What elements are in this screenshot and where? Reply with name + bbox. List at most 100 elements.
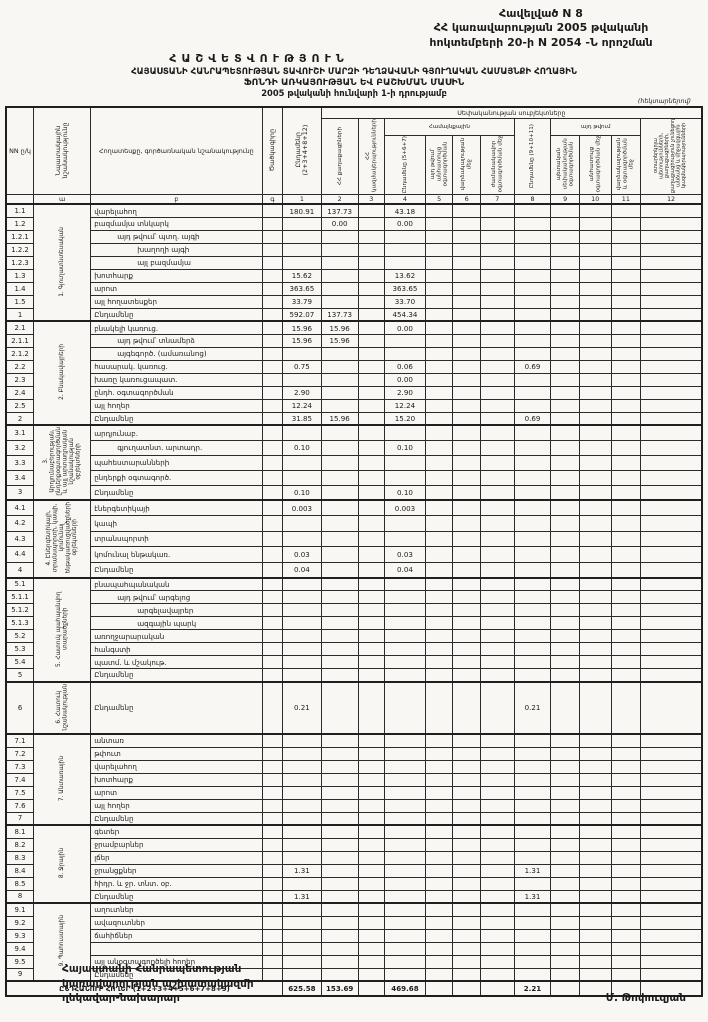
column-letter: 8 [513, 194, 552, 205]
value-cell [282, 576, 322, 592]
row-label: ջրանցքներ [90, 863, 263, 878]
value-cell [578, 515, 612, 532]
value-cell [424, 642, 454, 657]
table-row: 5.1.1 այդ թվում՝ արգելոց [5, 590, 703, 605]
row-num: 7.5 [5, 785, 35, 800]
value-cell [610, 268, 642, 283]
value-cell [610, 398, 642, 413]
value-cell [452, 359, 481, 374]
value-cell [640, 733, 703, 748]
value-cell [578, 616, 612, 631]
value-cell [550, 411, 580, 426]
table-row: 7.1 7. Անտառային անտառ [5, 733, 703, 826]
value-cell [640, 203, 703, 218]
value-cell [452, 515, 481, 532]
value-cell [640, 515, 703, 532]
value-cell [578, 629, 612, 644]
value-cell [479, 798, 515, 813]
value-cell [578, 307, 612, 322]
table-row: 4.3 տրանսպորտի [5, 530, 703, 547]
col-header-state-total: Ընդամենը (9+10+11) [513, 118, 552, 196]
value-cell [550, 372, 580, 387]
table-row: 5 Ընդամենը [5, 668, 703, 683]
row-label: պահեստարանների [90, 454, 263, 471]
value-cell [550, 320, 580, 335]
table-row: 9.2 ավազուտներ [5, 915, 703, 930]
column-letter: 4 [384, 194, 426, 205]
value-cell [578, 850, 612, 865]
value-cell [610, 928, 642, 943]
section-label-text: 7. Անտառային [58, 756, 65, 802]
value-cell [578, 889, 612, 904]
value-cell [513, 824, 552, 839]
value-cell [452, 546, 481, 563]
value-cell [578, 203, 612, 218]
value-cell [424, 411, 454, 426]
value-cell [513, 811, 552, 826]
row-label: խոտհարք [90, 772, 263, 787]
value-cell [578, 928, 612, 943]
value-cell [424, 320, 454, 335]
state-lease-header-text: վարձակալության և օգտագործման մեջ [616, 137, 635, 191]
value-cell: 0.21 [282, 680, 322, 735]
value-cell [513, 576, 552, 592]
value-cell: 180.91 [282, 203, 322, 218]
table-row: 5.4 պատմ. և մշակութ. [5, 655, 703, 670]
value-cell: 592.07 [282, 307, 322, 322]
value-cell [320, 469, 359, 486]
value-cell [384, 642, 426, 657]
value-cell [452, 203, 481, 218]
value-cell [550, 268, 580, 283]
value-cell [452, 469, 481, 486]
value-cell [424, 915, 454, 930]
value-cell [479, 863, 515, 878]
column-letter: ա [33, 194, 92, 205]
value-cell [550, 668, 580, 683]
value-cell [452, 294, 481, 309]
value-cell [384, 469, 426, 486]
code-cell [261, 629, 284, 644]
value-cell [320, 798, 359, 813]
row-num: 4.1 [5, 499, 35, 516]
value-cell [357, 385, 386, 400]
code-cell [261, 928, 284, 943]
value-cell [578, 346, 612, 361]
value-cell [357, 837, 386, 852]
table-row: 9.3 ճահիճներ [5, 928, 703, 943]
table-row: 2.4 ընդհ. օգտագործման 2.90 2.90 [5, 385, 703, 400]
value-cell [513, 424, 552, 441]
value-cell [550, 902, 580, 917]
table-row: 2.1.2 այգեգործ. (ամառանոց) [5, 346, 703, 361]
code-cell [261, 255, 284, 270]
signatory-title-line-1: Հայաստանի Հանրապետության [62, 962, 242, 975]
value-cell [640, 629, 703, 644]
column-letter: 9 [550, 194, 580, 205]
table-row: 2.5 այլ հողեր 12.24 12.24 [5, 398, 703, 413]
value-cell [610, 668, 642, 683]
row-num: 8.2 [5, 837, 35, 852]
section-label: 2. Բնակավայրերի [33, 320, 92, 426]
value-cell [578, 941, 612, 956]
value-cell [479, 469, 515, 486]
value-cell [479, 759, 515, 774]
value-cell: 0.003 [384, 499, 426, 516]
col-header-purpose: Նպատակային նշանակությունը [33, 106, 92, 196]
code-cell [261, 242, 284, 257]
value-cell: 15.96 [320, 411, 359, 426]
value-cell [610, 439, 642, 456]
value-cell [479, 242, 515, 257]
row-label: այդ թվում՝ արգելոց [90, 590, 263, 605]
value-cell [550, 603, 580, 618]
value-cell [513, 216, 552, 231]
value-cell [610, 680, 642, 735]
value-cell [610, 655, 642, 670]
value-cell [479, 424, 515, 441]
value-cell [578, 759, 612, 774]
row-label: խաղողի այգի [90, 242, 263, 257]
row-label: բազմամյա տնկարկ [90, 216, 263, 231]
value-cell [550, 281, 580, 296]
row-label: առողջարարական [90, 629, 263, 644]
value-cell [320, 398, 359, 413]
value-cell [610, 811, 642, 826]
value-cell [578, 876, 612, 891]
